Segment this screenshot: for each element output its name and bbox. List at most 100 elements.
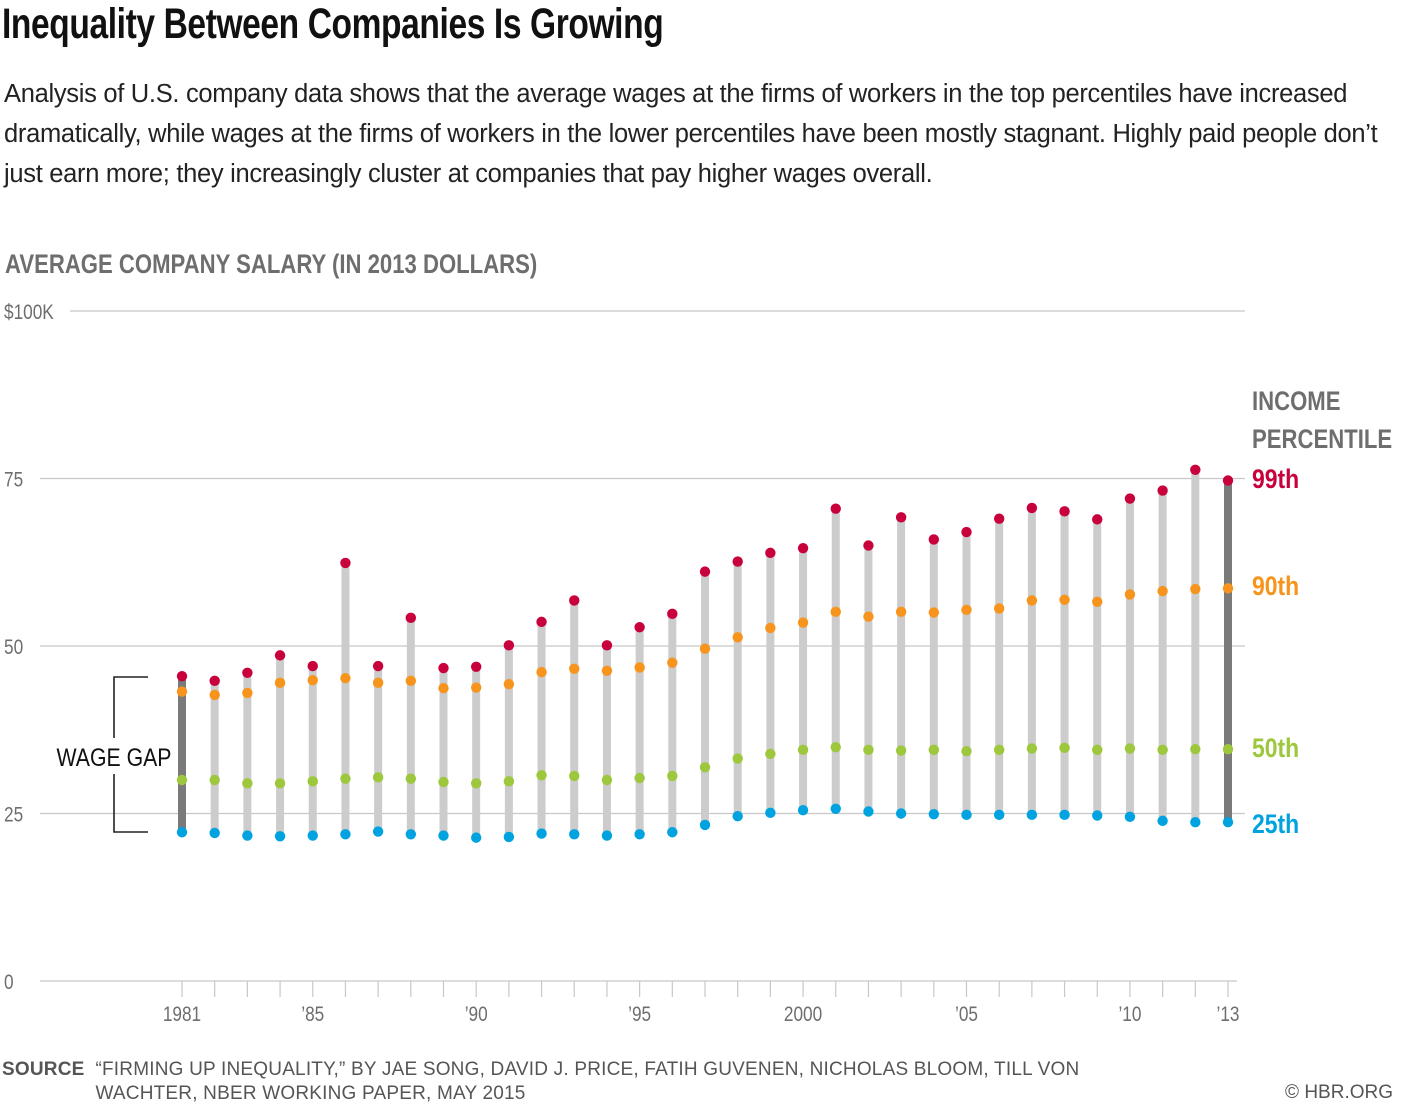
point-25th bbox=[961, 809, 972, 821]
point-99th bbox=[863, 540, 874, 551]
point-50th bbox=[830, 741, 841, 753]
point-90th bbox=[1026, 595, 1038, 606]
point-90th bbox=[1092, 596, 1103, 607]
point-99th bbox=[765, 547, 776, 559]
x-tick-label: ’95 bbox=[628, 1004, 651, 1027]
y-tick-label: 50 bbox=[4, 637, 23, 660]
point-25th bbox=[1157, 815, 1168, 827]
point-99th bbox=[438, 662, 449, 674]
point-50th bbox=[601, 774, 613, 786]
point-25th bbox=[699, 819, 711, 831]
point-50th bbox=[438, 776, 449, 788]
point-99th bbox=[634, 622, 645, 633]
point-50th bbox=[405, 773, 417, 784]
point-25th bbox=[634, 829, 645, 840]
point-99th bbox=[1026, 502, 1038, 514]
point-90th bbox=[242, 687, 253, 699]
point-25th bbox=[863, 806, 874, 817]
x-tick-label: ’13 bbox=[1217, 1004, 1240, 1027]
source-label: SOURCE bbox=[2, 1059, 85, 1080]
point-50th bbox=[372, 772, 384, 783]
chart-subtitle: Analysis of U.S. company data shows that… bbox=[4, 80, 1378, 188]
point-90th bbox=[863, 611, 874, 622]
point-25th bbox=[176, 827, 188, 838]
y-tick-label: 75 bbox=[4, 469, 23, 492]
point-50th bbox=[732, 753, 743, 764]
point-99th bbox=[470, 661, 482, 672]
point-90th bbox=[601, 665, 613, 676]
point-50th bbox=[569, 770, 580, 782]
point-99th bbox=[569, 595, 580, 606]
point-90th bbox=[372, 677, 384, 689]
point-99th bbox=[274, 650, 286, 661]
point-25th bbox=[274, 831, 286, 842]
legend-label-99th: 99th bbox=[1252, 464, 1299, 494]
point-90th bbox=[765, 622, 776, 634]
source-footer: SOURCE “FIRMING UP INEQUALITY,” BY JAE S… bbox=[2, 1058, 1155, 1106]
chart-canvas: AVERAGE COMPANY SALARY (IN 2013 DOLLARS)… bbox=[4, 250, 1392, 1027]
point-90th bbox=[176, 686, 188, 697]
point-50th bbox=[1190, 743, 1201, 755]
point-50th bbox=[961, 745, 972, 757]
point-90th bbox=[1157, 585, 1168, 597]
point-50th bbox=[176, 774, 188, 786]
y-tick-label: 0 bbox=[4, 972, 14, 995]
point-50th bbox=[895, 745, 907, 756]
legend-title-line2: PERCENTILE bbox=[1252, 425, 1392, 455]
y-axis: 0 25 50 75 $100K bbox=[4, 302, 54, 995]
y-tick-label: $100K bbox=[4, 302, 54, 325]
point-50th bbox=[863, 744, 874, 756]
point-25th bbox=[1222, 817, 1234, 828]
point-50th bbox=[1026, 743, 1038, 754]
point-90th bbox=[797, 617, 809, 628]
point-25th bbox=[667, 827, 678, 838]
point-50th bbox=[1059, 742, 1070, 754]
point-25th bbox=[765, 807, 776, 819]
point-25th bbox=[1026, 809, 1038, 821]
point-99th bbox=[732, 556, 743, 567]
point-25th bbox=[503, 831, 515, 843]
point-50th bbox=[340, 773, 351, 784]
point-25th bbox=[928, 808, 940, 820]
point-50th bbox=[634, 772, 645, 784]
point-50th bbox=[470, 778, 482, 789]
y-axis-title: AVERAGE COMPANY SALARY (IN 2013 DOLLARS) bbox=[5, 250, 537, 280]
point-90th bbox=[667, 657, 678, 668]
point-25th bbox=[1092, 810, 1103, 821]
point-50th bbox=[536, 770, 547, 781]
point-25th bbox=[1059, 809, 1070, 821]
y-tick-label: 25 bbox=[4, 804, 23, 827]
x-tick-label: ’10 bbox=[1118, 1004, 1141, 1027]
point-25th bbox=[438, 830, 449, 841]
point-90th bbox=[569, 663, 580, 674]
point-25th bbox=[1124, 811, 1136, 823]
legend-label-25th: 25th bbox=[1252, 809, 1299, 839]
point-90th bbox=[1059, 594, 1070, 605]
point-90th bbox=[732, 632, 743, 643]
point-50th bbox=[797, 744, 809, 756]
point-99th bbox=[1124, 493, 1136, 504]
source-text: “FIRMING UP INEQUALITY,” BY JAE SONG, DA… bbox=[95, 1059, 1080, 1104]
x-tick-label: ’05 bbox=[955, 1004, 978, 1027]
point-90th bbox=[340, 672, 351, 684]
point-90th bbox=[993, 603, 1005, 614]
data-points bbox=[176, 464, 1234, 843]
legend-label-90th: 90th bbox=[1252, 571, 1299, 601]
x-tick-label: ’85 bbox=[301, 1004, 324, 1027]
point-90th bbox=[470, 682, 482, 693]
point-90th bbox=[438, 683, 449, 694]
point-90th bbox=[634, 662, 645, 673]
point-99th bbox=[928, 534, 940, 545]
point-25th bbox=[895, 808, 907, 819]
point-99th bbox=[405, 612, 417, 624]
legend-label-50th: 50th bbox=[1252, 733, 1299, 763]
point-25th bbox=[601, 830, 613, 841]
point-99th bbox=[1190, 464, 1201, 475]
point-25th bbox=[209, 827, 220, 839]
point-99th bbox=[536, 616, 547, 628]
point-25th bbox=[1190, 817, 1201, 828]
point-50th bbox=[1222, 743, 1234, 755]
point-50th bbox=[993, 744, 1005, 756]
point-90th bbox=[1124, 589, 1136, 600]
point-99th bbox=[307, 660, 318, 672]
